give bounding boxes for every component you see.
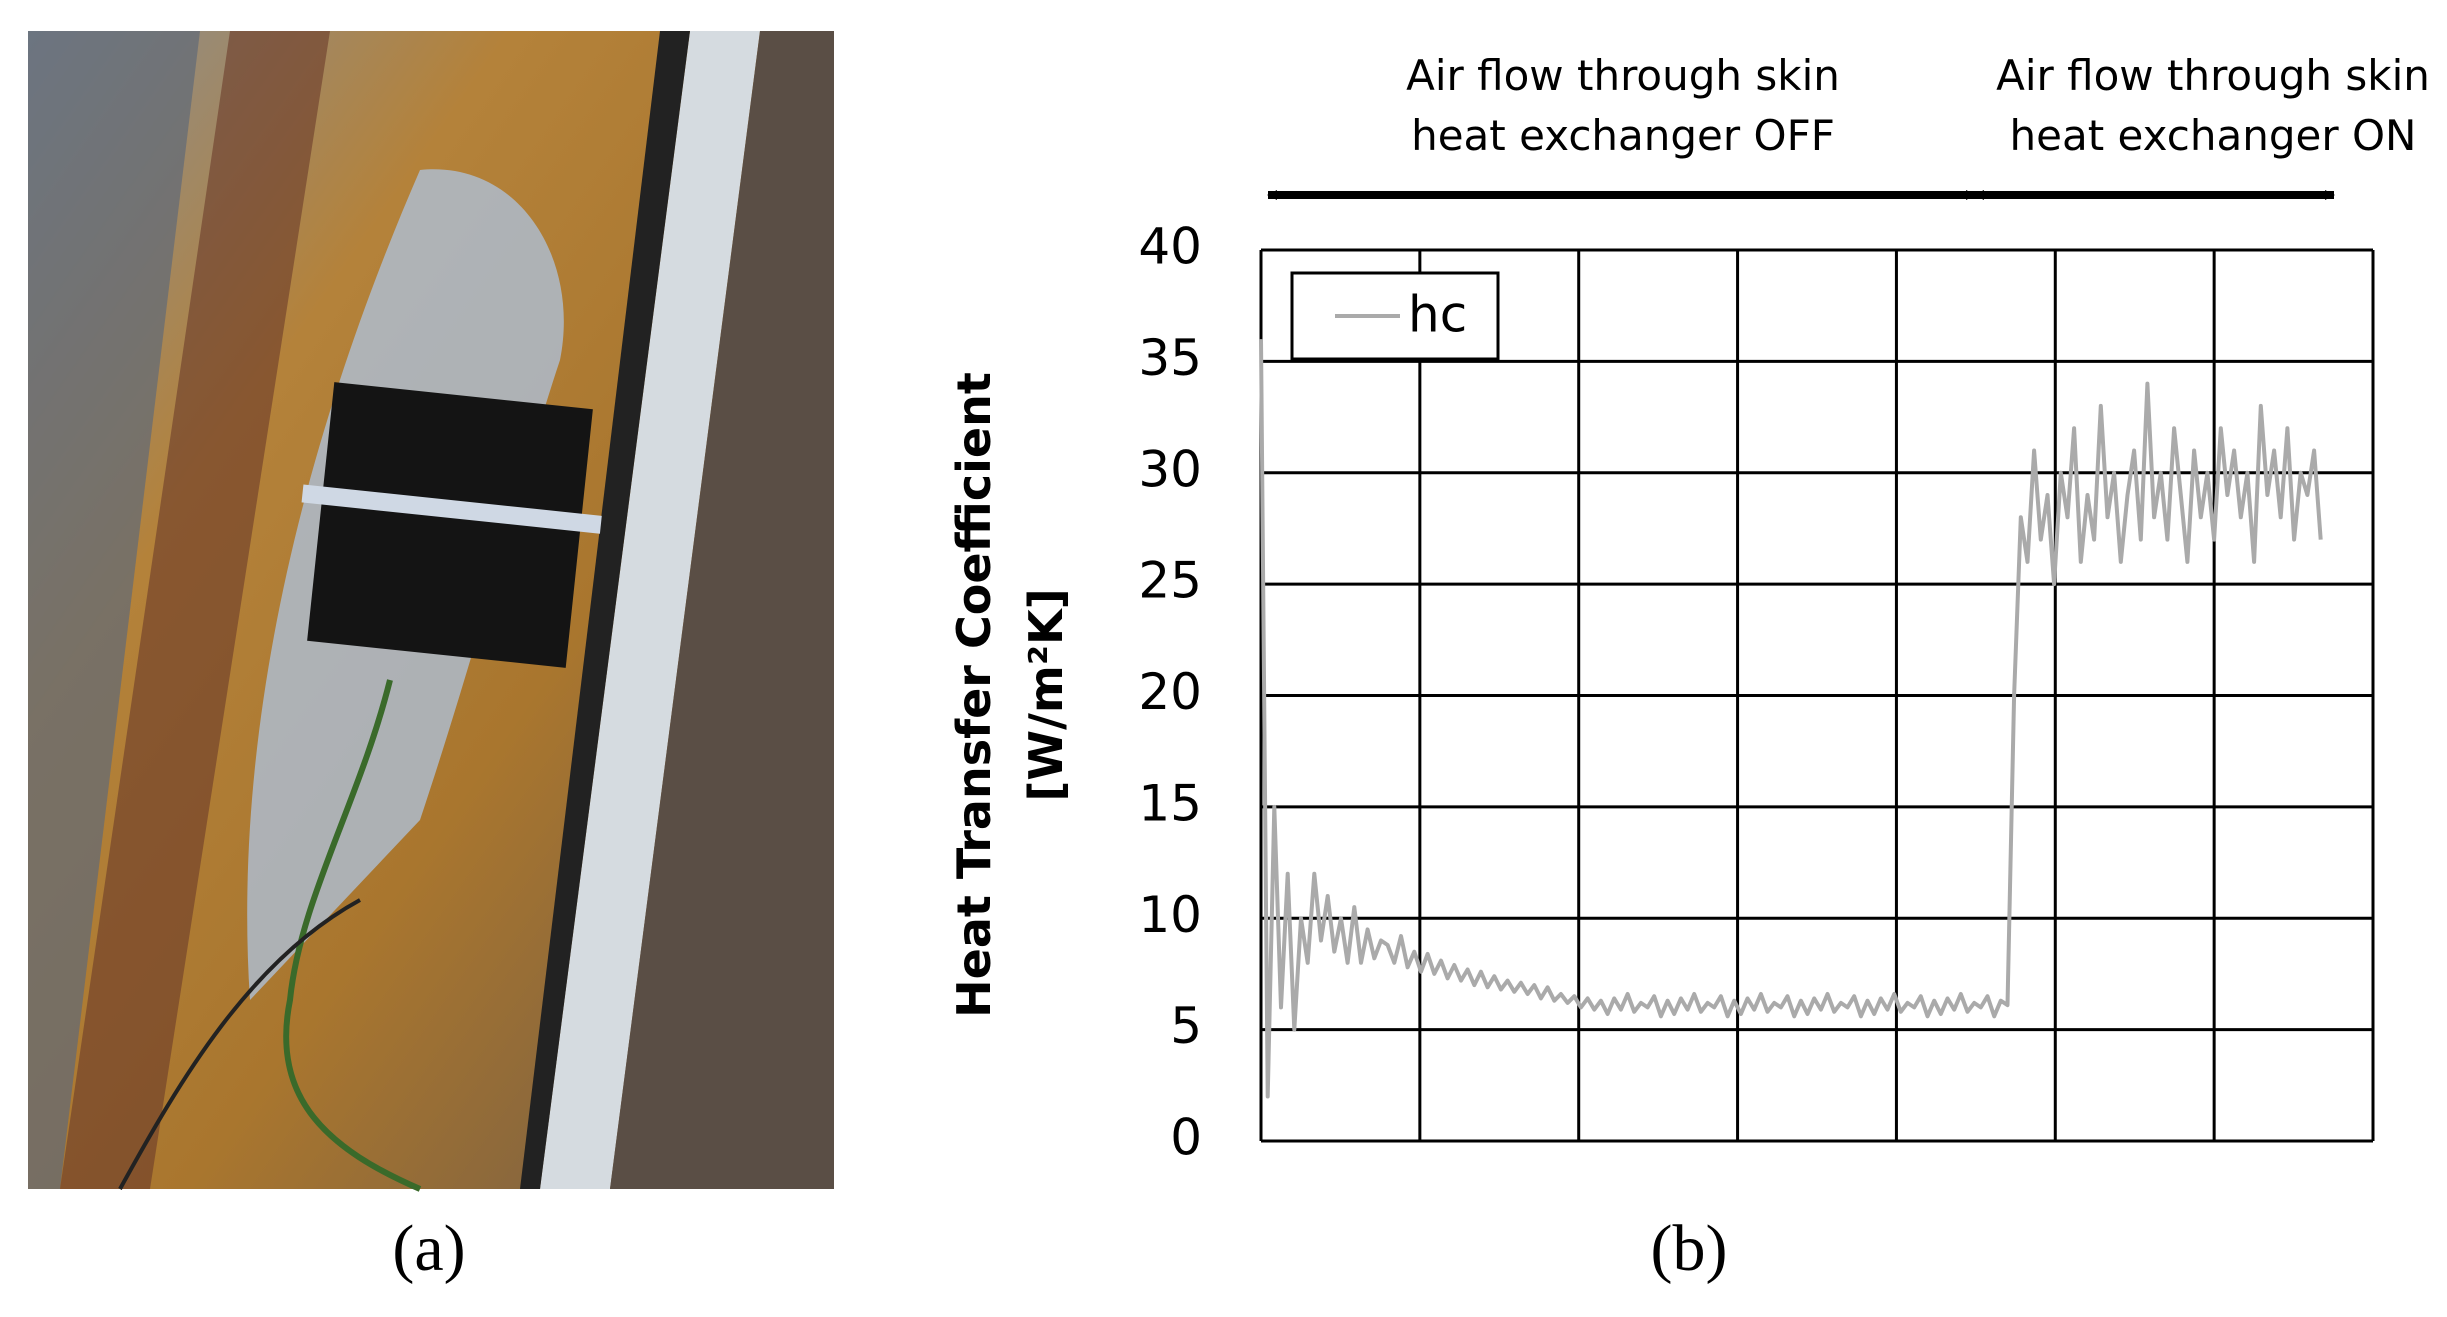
y-tick-label: 20 [1138,663,1202,721]
y-axis-label: [W/m²K] [1019,588,1073,801]
data-line [1259,339,2323,1099]
panel-label: (b) [1651,1212,1728,1285]
annotation: Air flow through skin [1996,51,2430,100]
legend-label: hc [1408,286,1467,344]
y-tick-label: 40 [1138,218,1202,276]
photo [28,31,834,1192]
y-tick-label: 5 [1170,997,1202,1055]
y-tick-label: 0 [1170,1109,1202,1167]
annotation: Air flow through skin [1406,51,1840,100]
y-tick-label: 25 [1138,552,1202,610]
plot: 0 5 10 15 20 25 30 35 40 hc [1138,218,2375,1167]
y-tick-label: 15 [1138,774,1202,832]
annotation: heat exchanger ON [2010,111,2417,160]
y-tick-label: 35 [1138,329,1202,387]
y-tick-label: 30 [1138,440,1202,498]
y-tick-label: 10 [1138,886,1202,944]
panel-label: (a) [392,1212,465,1285]
annotation: heat exchanger OFF [1411,111,1835,160]
y-axis-label: Heat Transfer Coefficient [947,372,1001,1018]
